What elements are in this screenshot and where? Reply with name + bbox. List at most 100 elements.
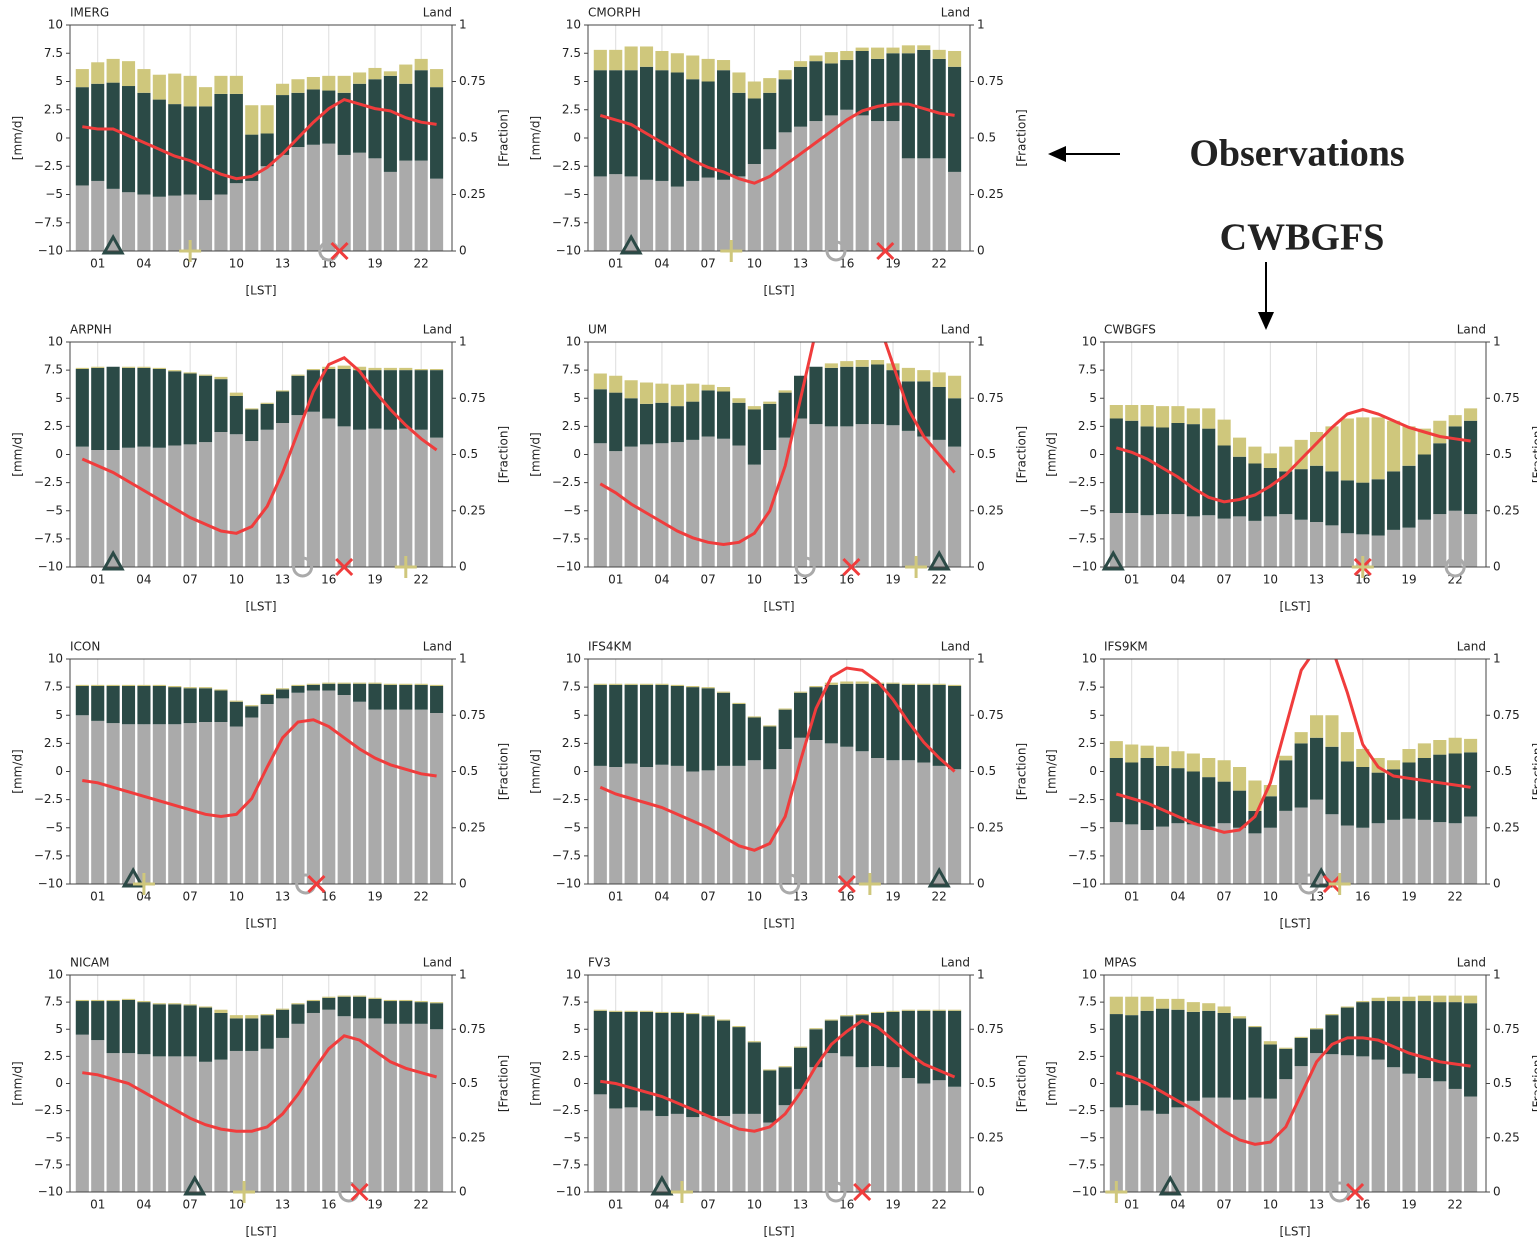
bar-segment: [948, 686, 962, 770]
bar-segment: [824, 743, 838, 884]
bar-segment: [414, 709, 428, 884]
y-tick-label: −5: [45, 820, 63, 834]
y2-tick-label: 0.25: [1493, 503, 1520, 517]
bar-segment: [948, 1009, 962, 1011]
fraction-line: [599, 342, 956, 547]
plot-frame: [69, 24, 453, 252]
bar-segment: [121, 447, 136, 567]
peak-marker: [330, 241, 349, 261]
bar-segment: [1310, 799, 1324, 884]
bar-segment: [794, 692, 808, 738]
bar-segment: [778, 1105, 792, 1192]
bar-segment: [778, 708, 792, 710]
bar-segment: [1387, 1001, 1401, 1068]
bar-segment: [168, 445, 182, 567]
bar-segment: [260, 166, 274, 251]
x-tick-label: 01: [608, 257, 623, 271]
bar-segment: [368, 158, 382, 251]
bar-segment: [1263, 827, 1277, 884]
bar-segment: [747, 464, 761, 567]
bar-segment: [855, 360, 869, 367]
bar-segment: [183, 194, 197, 251]
bar-segment: [1464, 420, 1478, 515]
y2-tick-label: 0: [1493, 1185, 1501, 1199]
bar-segment: [1325, 1054, 1339, 1192]
bar-segment: [948, 769, 962, 884]
bar-segment: [214, 1009, 228, 1013]
y-tick-label: −5: [1079, 820, 1097, 834]
bar-segment: [291, 686, 305, 693]
x-tick-label: 16: [839, 573, 854, 587]
bar-segment: [871, 1011, 885, 1013]
bar-segment: [91, 180, 105, 251]
bar-segment: [1155, 1008, 1170, 1114]
bar-segment: [199, 688, 213, 722]
y2-tick-label: 0.75: [459, 391, 486, 405]
x-tick-label: 13: [275, 573, 290, 587]
peak-marker: [292, 556, 314, 578]
x-tick-label: 22: [932, 257, 947, 271]
bar-segment: [1171, 768, 1185, 824]
y2-tick-label: 1: [1493, 335, 1501, 349]
bar-segment: [75, 69, 89, 88]
bar-segment: [778, 390, 792, 393]
bar-segment: [932, 439, 946, 567]
bar-segment: [1125, 420, 1139, 513]
bar-segment: [809, 686, 823, 688]
bar-segment: [717, 1020, 731, 1117]
bar-segment: [1171, 514, 1185, 567]
bar-segment: [1140, 426, 1154, 516]
peak-marker: [1346, 1182, 1365, 1202]
x-tick-label: 07: [183, 573, 198, 587]
bar-segment: [824, 682, 838, 685]
x-tick-label: 13: [275, 1198, 290, 1212]
bar-segment: [430, 1003, 444, 1030]
y2-tick-label: 0: [1493, 877, 1501, 891]
y2-tick-label: 0: [459, 244, 467, 258]
bar-segment: [1140, 515, 1154, 567]
panel-region: Land: [423, 640, 452, 654]
bar-segment: [932, 765, 946, 884]
peak-marker: [101, 233, 125, 255]
bar-segment: [430, 178, 444, 251]
x-tick-label: 22: [414, 1198, 429, 1212]
x-tick-label: 16: [321, 890, 336, 904]
bar-segment: [1217, 1006, 1231, 1013]
bar-segment: [593, 70, 607, 177]
bar-segment: [337, 75, 351, 93]
bar-segment: [199, 722, 213, 884]
bar-segment: [229, 1050, 243, 1192]
bar-segment: [414, 1002, 428, 1024]
bar-segment: [1233, 1016, 1247, 1019]
y-tick-label: 2.5: [562, 1049, 581, 1063]
x-tick-label: 22: [1448, 1198, 1463, 1212]
bar-segment: [322, 90, 336, 144]
y2-tick-label: 0.5: [459, 764, 478, 778]
bar-segment: [794, 66, 808, 127]
bar-segment: [1186, 1100, 1200, 1192]
y-tick-label: −5: [563, 503, 581, 517]
x-tick-label: 01: [90, 573, 105, 587]
bar-segment: [840, 60, 854, 110]
plot-frame: [587, 341, 971, 568]
bar-segment: [593, 443, 607, 567]
x-tick-label: 01: [608, 573, 623, 587]
bar-segment: [199, 687, 213, 689]
bar-segment: [1294, 469, 1308, 520]
bar-segment: [809, 1029, 823, 1068]
plot-frame: [69, 341, 453, 568]
panel-title: CWBGFS: [1104, 323, 1156, 337]
x-tick-label: 22: [932, 890, 947, 904]
bar-segment: [1202, 1003, 1216, 1011]
panel-region: Land: [423, 323, 452, 337]
bar-segment: [353, 682, 367, 684]
bar-segment: [639, 403, 654, 445]
bar-segment: [840, 361, 854, 367]
bar-segment: [886, 1067, 900, 1192]
bar-segment: [901, 683, 915, 685]
x-axis-label: [LST]: [246, 284, 277, 298]
bar-segment: [948, 171, 962, 251]
bar-segment: [337, 426, 351, 567]
y-tick-label: 2.5: [1078, 736, 1097, 750]
bar-segment: [855, 751, 869, 884]
